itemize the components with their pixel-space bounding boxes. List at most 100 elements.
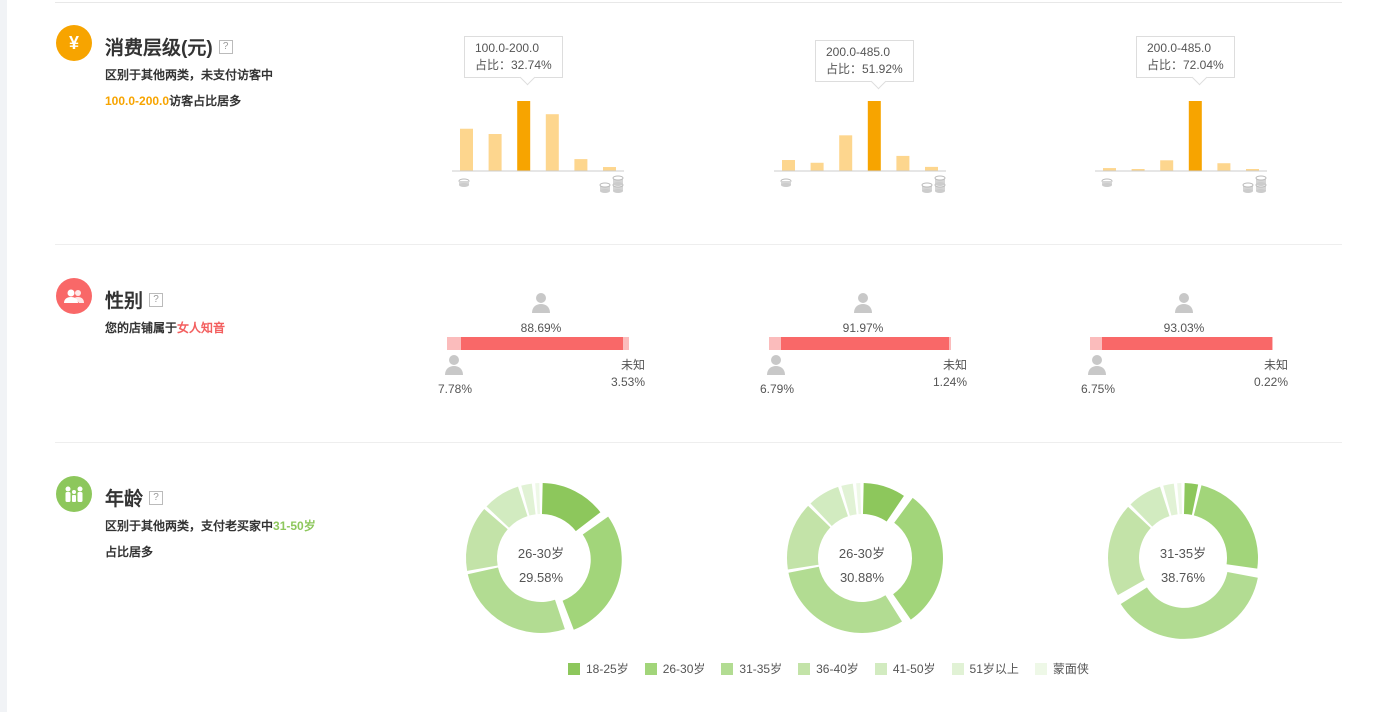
consumption-bar[interactable]: [867, 101, 881, 171]
consumption-tooltip-1: 100.0-200.0 占比：32.74%: [464, 36, 563, 78]
gender-desc: 您的店铺属于女人知音: [105, 315, 335, 341]
gender-title-row: 性别 ?: [105, 286, 164, 313]
age-donut-slice[interactable]: [862, 483, 904, 522]
age-desc-suffix: 占比居多: [105, 545, 154, 559]
consumption-bar[interactable]: [545, 114, 559, 171]
unknown-label: 未知: [1263, 358, 1288, 372]
age-donut-slice[interactable]: [541, 483, 601, 532]
consumption-title: 消费层级(元): [105, 38, 213, 59]
legend-item[interactable]: 18-25岁: [568, 660, 629, 677]
age-donut-slice[interactable]: [1163, 483, 1178, 516]
legend-item[interactable]: 51岁以上: [951, 660, 1019, 677]
legend-item[interactable]: 蒙面侠: [1034, 660, 1089, 677]
male-bar[interactable]: [447, 337, 462, 350]
consumption-bar[interactable]: [1188, 101, 1202, 171]
unknown-percent: 1.24%: [932, 375, 967, 389]
age-donut-slice[interactable]: [466, 508, 508, 571]
age-donut-slice[interactable]: [893, 497, 943, 620]
consumption-bar[interactable]: [782, 160, 795, 171]
consumption-bar[interactable]: [1131, 169, 1145, 171]
consumption-desc-suffix: 访客占比居多: [169, 94, 242, 108]
section-divider: [55, 442, 1342, 443]
age-donut-slice[interactable]: [841, 483, 857, 516]
legend-label: 41-50岁: [892, 662, 936, 676]
female-bar[interactable]: [1102, 337, 1272, 350]
legend-label: 31-35岁: [739, 662, 783, 676]
consumption-bar[interactable]: [603, 167, 616, 171]
age-donut-slice[interactable]: [1120, 572, 1258, 639]
female-person-icon: [531, 292, 551, 314]
age-donut-slice[interactable]: [810, 486, 848, 527]
legend-label: 36-40岁: [816, 662, 859, 676]
legend-swatch: [721, 662, 734, 675]
male-percent: 6.79%: [759, 382, 795, 396]
family-icon: [56, 476, 92, 512]
donut-center-label: 26-30岁: [838, 546, 886, 561]
consumption-bar[interactable]: [839, 135, 853, 171]
consumption-bar[interactable]: [810, 162, 824, 171]
male-bar[interactable]: [769, 337, 782, 350]
consumption-bar[interactable]: [1160, 160, 1174, 171]
unknown-percent: 0.22%: [1253, 375, 1288, 389]
users-icon: [56, 278, 92, 314]
age-donut-slice[interactable]: [1183, 483, 1199, 515]
age-donut-slice[interactable]: [486, 486, 528, 528]
age-donut-slice[interactable]: [788, 566, 903, 634]
age-donut-slice[interactable]: [856, 483, 862, 515]
consumption-bar[interactable]: [925, 166, 938, 171]
donut-center-label: 26-30岁: [517, 546, 565, 561]
legend-swatch: [568, 662, 580, 675]
age-donut-slice[interactable]: [1177, 483, 1183, 515]
consumption-bar[interactable]: [1103, 168, 1116, 171]
coin-low-icon: [458, 178, 470, 187]
age-donut-slice[interactable]: [562, 516, 622, 630]
tooltip-range: 200.0-485.0: [826, 45, 891, 59]
legend-item[interactable]: 36-40岁: [798, 660, 859, 677]
age-donut-slice[interactable]: [1130, 486, 1170, 527]
age-title: 年龄: [105, 489, 144, 510]
legend-item[interactable]: 41-50岁: [874, 660, 936, 677]
legend-item[interactable]: 31-35岁: [721, 660, 782, 677]
legend-item[interactable]: 26-30岁: [644, 660, 705, 677]
age-donut-slice[interactable]: [535, 483, 541, 515]
female-bar[interactable]: [781, 337, 949, 350]
unknown-bar[interactable]: [622, 337, 629, 350]
age-help-icon[interactable]: ?: [149, 490, 164, 505]
consumption-bar[interactable]: [574, 159, 588, 171]
age-donut-slice[interactable]: [1193, 485, 1259, 569]
male-person-icon: [1087, 354, 1107, 376]
consumption-bar[interactable]: [1246, 169, 1259, 171]
consumption-bar[interactable]: [517, 101, 531, 171]
unknown-label: 未知: [620, 358, 645, 372]
male-percent: 6.75%: [1080, 382, 1116, 396]
age-donut-slice[interactable]: [1108, 506, 1151, 596]
coin-stack-high-icon: [599, 175, 624, 193]
legend-swatch: [1034, 662, 1047, 675]
consumption-help-icon[interactable]: ?: [218, 39, 233, 54]
unknown-bar[interactable]: [948, 337, 951, 350]
consumption-bar[interactable]: [896, 155, 910, 171]
age-desc: 区别于其他两类，支付老买家中31-50岁占比居多: [105, 513, 320, 565]
tooltip-ratio: 占比：51.92%: [826, 62, 903, 76]
legend-swatch: [644, 662, 657, 675]
male-person-icon: [444, 354, 464, 376]
male-bar[interactable]: [1090, 337, 1103, 350]
female-bar[interactable]: [461, 337, 623, 350]
age-legend: 18-25岁 26-30岁 31-35岁 36-40岁 41-50岁 51岁以上 蒙面侠: [568, 660, 1105, 677]
age-donut-slice[interactable]: [467, 567, 565, 633]
gender-desc-prefix: 您的店铺属于: [105, 321, 178, 335]
gender-help-icon[interactable]: ?: [149, 292, 164, 307]
unknown-label: 未知: [942, 358, 967, 372]
age-desc-prefix: 区别于其他两类，支付老买家中: [105, 519, 274, 533]
consumption-bar[interactable]: [488, 134, 502, 171]
donut-center-label: 31-35岁: [1159, 546, 1207, 561]
age-donut-slice[interactable]: [787, 505, 831, 570]
consumption-bar[interactable]: [460, 128, 473, 171]
age-title-row: 年龄 ?: [105, 484, 164, 511]
donut-center-percent: 38.76%: [1160, 570, 1206, 585]
age-donut-slice[interactable]: [521, 483, 536, 516]
coin-low-icon: [1101, 178, 1113, 187]
unknown-bar[interactable]: [1271, 337, 1274, 350]
consumption-bar[interactable]: [1217, 163, 1231, 171]
